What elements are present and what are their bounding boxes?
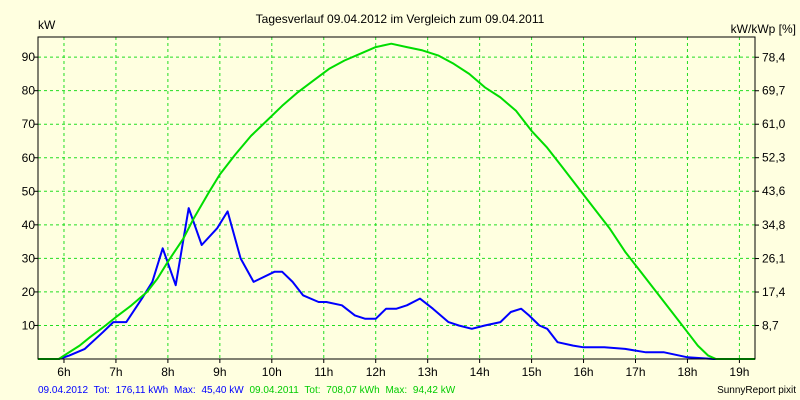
y2-tick-label: 17,4 [762,285,786,299]
x-tick-label: 19h [729,365,749,379]
y-tick-label: 90 [22,50,36,64]
series-line-2 [38,42,755,360]
x-tick-label: 6h [57,365,70,379]
x-tick-label: 7h [109,365,122,379]
series-line-1 [38,207,755,360]
y2-tick-label: 26,1 [762,252,786,266]
y-tick-label: 40 [22,218,36,232]
y-axis-label: kW [38,18,56,32]
y-tick-label: 60 [22,151,36,165]
y-tick-label: 20 [22,285,36,299]
x-tick-label: 12h [366,365,386,379]
plot-area: 6h 7h 8h 9h 10h 11h 12h 13h 14h 15h 16h 17h 18h 19h 10… [22,36,786,379]
footer-s2-tot: 708,07 kWh [326,385,379,396]
y2-tick-label: 43,6 [762,184,786,198]
footer-s1-max-label: Max: [174,385,196,396]
y2-tick-label: 69,7 [762,84,786,98]
footer-s2-date: 09.04.2011 [249,385,299,396]
x-tick-label: 14h [470,365,490,379]
chart-title: Tagesverlauf 09.04.2012 im Vergleich zum… [256,12,545,26]
y2-tick-label: 8,7 [762,319,779,333]
footer-s2-tot-label: Tot: [304,385,320,396]
x-tick-label: 10h [262,365,282,379]
footer-summary: 09.04.2012 Tot: 176,11 kWh Max: 45,40 kW… [38,385,456,396]
y2-tick-label: 52,3 [762,151,786,165]
x-tick-label: 16h [574,365,594,379]
y-tick-label: 10 [22,318,36,332]
y2-tick-label: 78,4 [762,50,786,64]
footer-s1-tot: 176,11 kWh [116,385,169,396]
y-tick-label: 70 [22,117,36,131]
y-tick-label: 30 [22,251,36,265]
footer-s2-max-label: Max: [385,385,407,396]
x-tick-label: 8h [161,365,174,379]
x-tick-label: 11h [314,365,333,379]
x-tick-label: 13h [418,365,438,379]
y-tick-label: 80 [22,84,36,98]
footer-s1-tot-label: Tot: [94,385,110,396]
footer-s2-max: 94,42 kW [413,385,456,396]
x-tick-label: 15h [522,365,542,379]
y-tick-label: 50 [22,184,36,198]
x-tick-label: 9h [213,365,226,379]
y2-axis-label: kW/kWp [%] [731,22,796,36]
footer-s1-max: 45,40 kW [201,385,244,396]
y2-tick-label: 61,0 [762,117,786,131]
y2-tick-label: 34,8 [762,218,786,232]
x-tick-label: 18h [677,365,697,379]
footer-s1-date: 09.04.2012 [38,385,88,396]
footer-brand: SunnyReport pixit [717,385,796,396]
plot-background [38,37,755,359]
plot-frame [37,36,756,360]
x-tick-label: 17h [625,365,645,379]
